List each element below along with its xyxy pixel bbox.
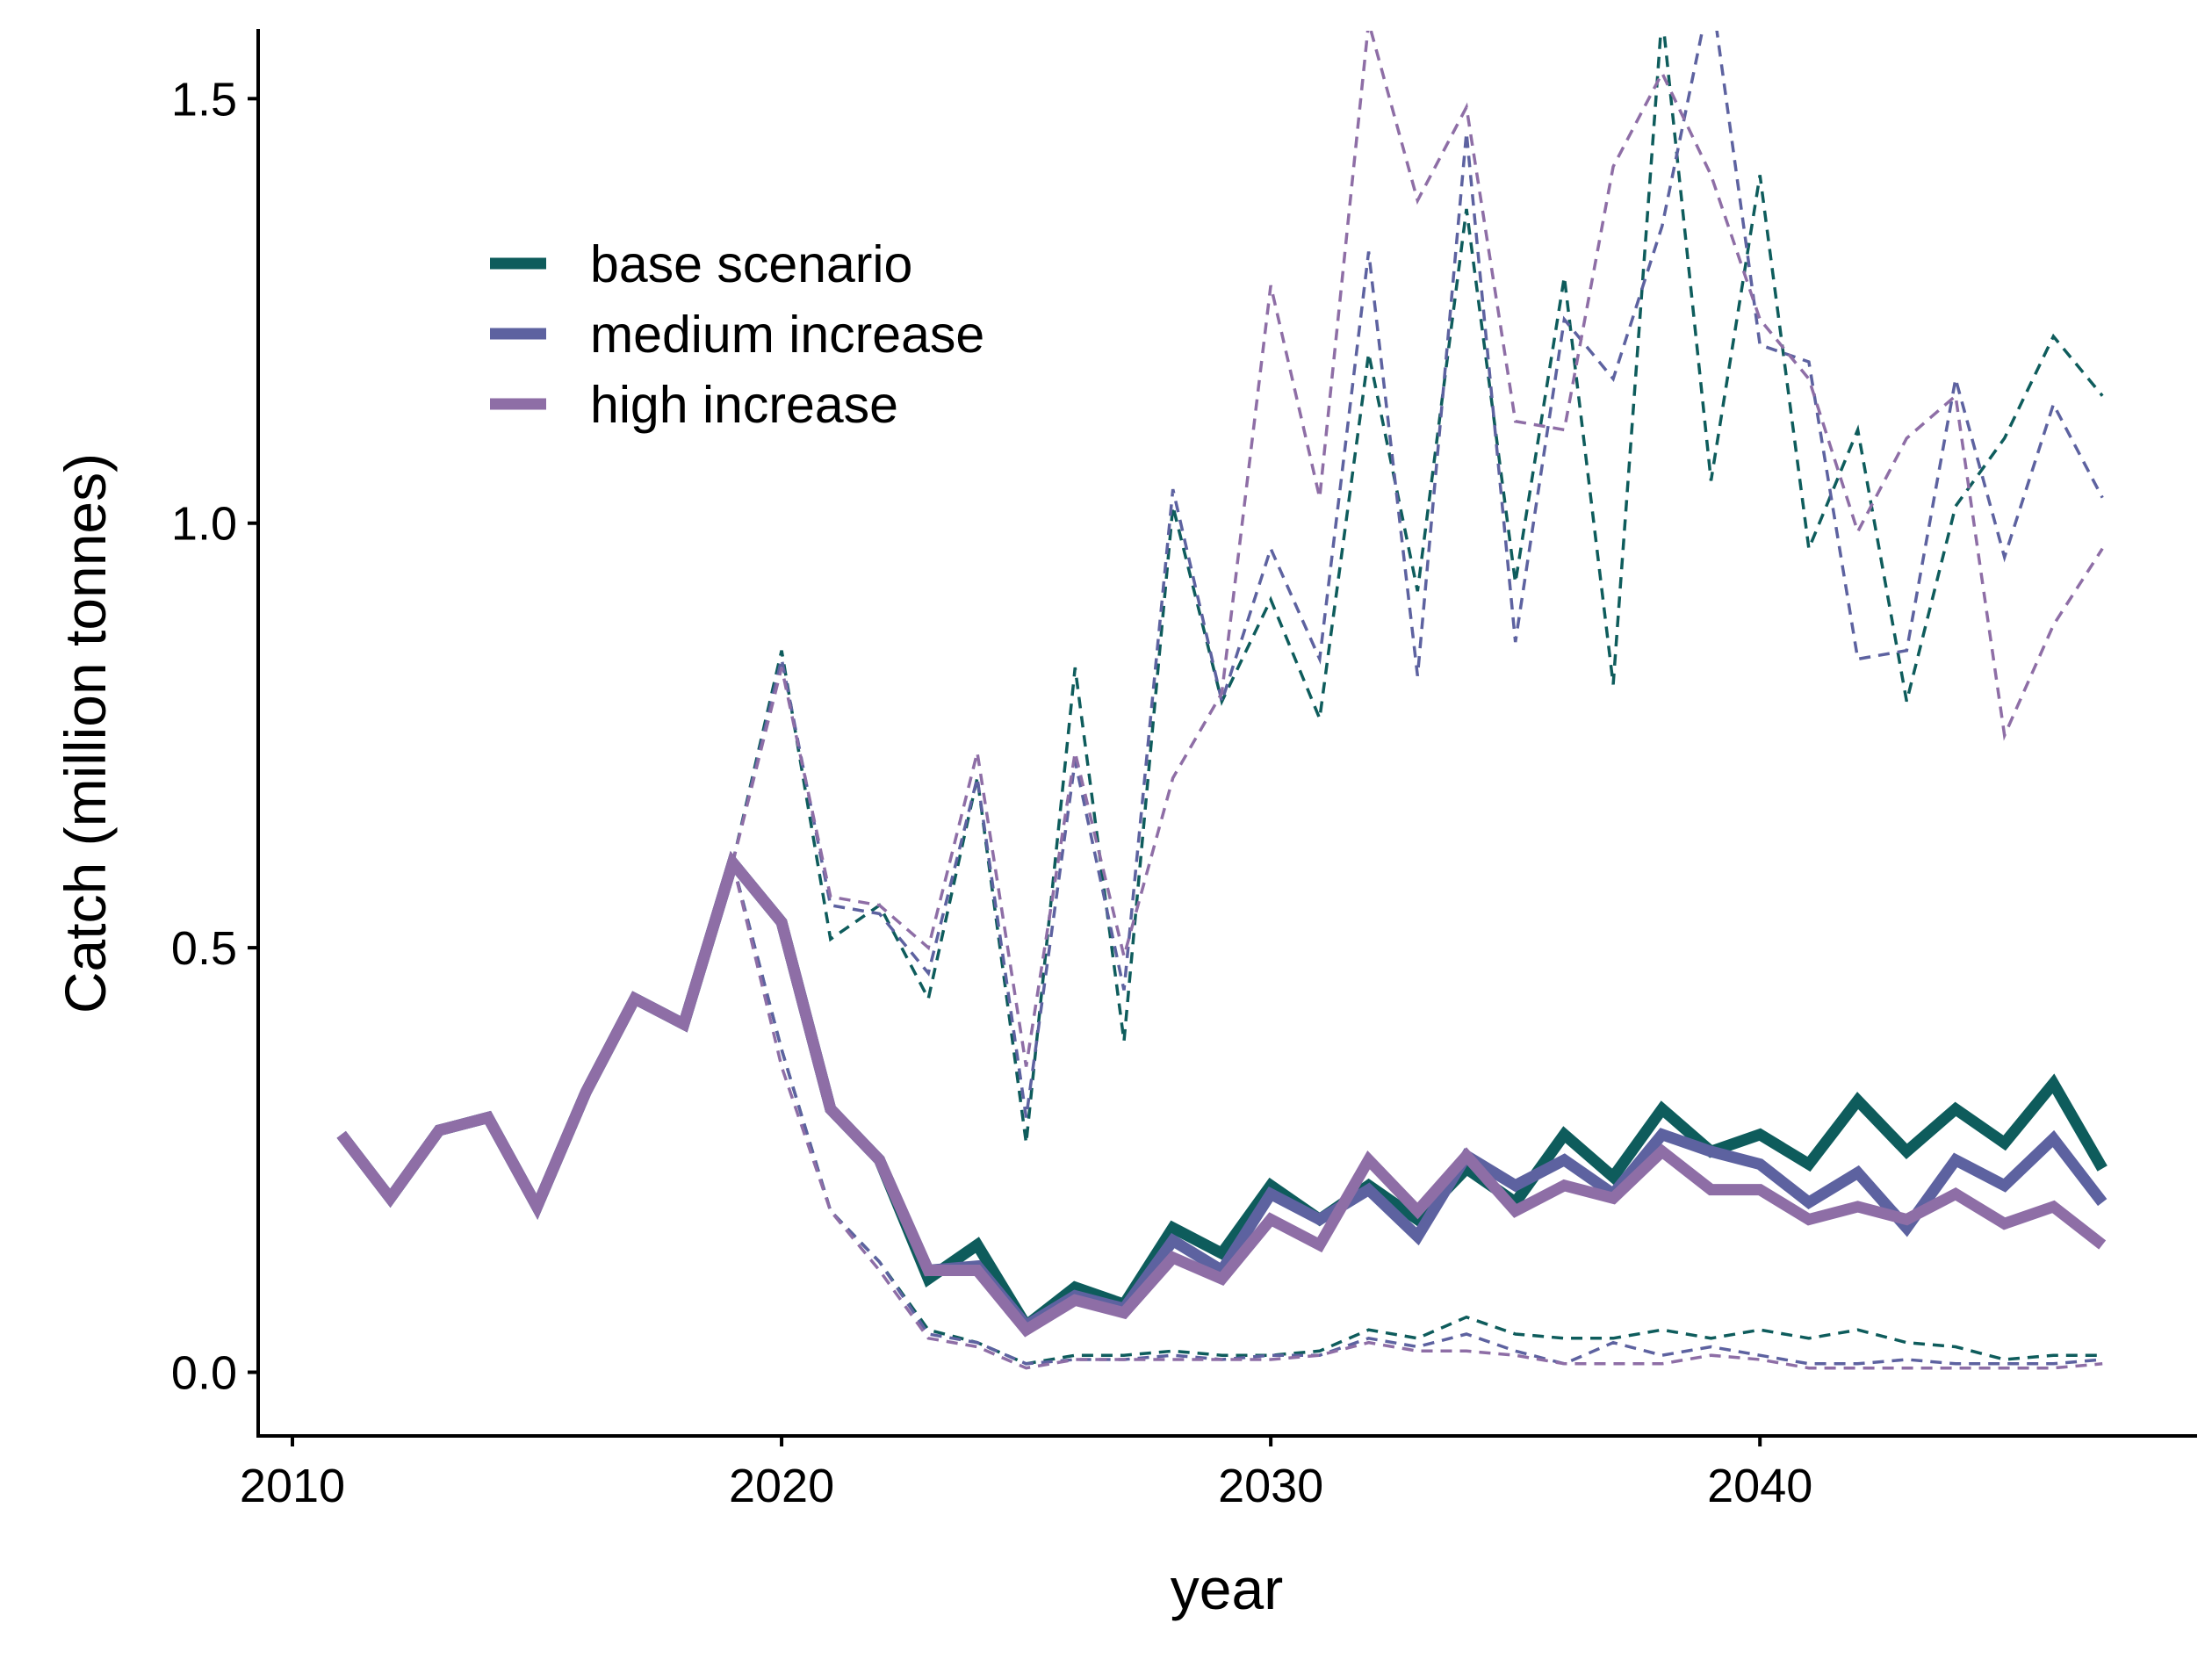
x-tick-label: 2040 xyxy=(1707,1460,1812,1512)
series-1-upper-bound xyxy=(731,31,2104,1143)
legend: base scenario medium increase high increas… xyxy=(490,235,984,434)
y-axis-title: Catch (million tonnes) xyxy=(53,453,118,1013)
series-1-line xyxy=(336,850,2108,1334)
y-tick-label: 0.0 xyxy=(171,1346,237,1399)
series-layer xyxy=(336,31,2108,1370)
x-tick-label: 2010 xyxy=(240,1460,345,1512)
x-tick-label: 2020 xyxy=(729,1460,834,1512)
y-ticks: 0.0 0.5 1.0 1.5 xyxy=(171,73,258,1399)
x-tick-label: 2030 xyxy=(1218,1460,1323,1512)
series-3-upper-bound xyxy=(731,31,2104,1067)
y-tick-label: 1.0 xyxy=(171,498,237,551)
x-ticks: 2010 2020 2030 2040 xyxy=(240,1436,1812,1512)
y-tick-label: 1.5 xyxy=(171,73,237,126)
series-2-lower-bound xyxy=(731,862,2103,1366)
series-3-lower-bound xyxy=(731,862,2103,1370)
legend-label: base scenario xyxy=(590,235,912,293)
legend-label: medium increase xyxy=(590,306,984,364)
series-3-line xyxy=(336,850,2107,1338)
series-2-upper-bound xyxy=(731,31,2104,1118)
x-axis-title: year xyxy=(1171,1556,1283,1621)
y-tick-label: 0.5 xyxy=(171,922,237,975)
legend-label: high increase xyxy=(590,376,898,434)
axes: 0.0 0.5 1.0 1.5 2010 2020 2030 2040 xyxy=(171,29,2197,1512)
